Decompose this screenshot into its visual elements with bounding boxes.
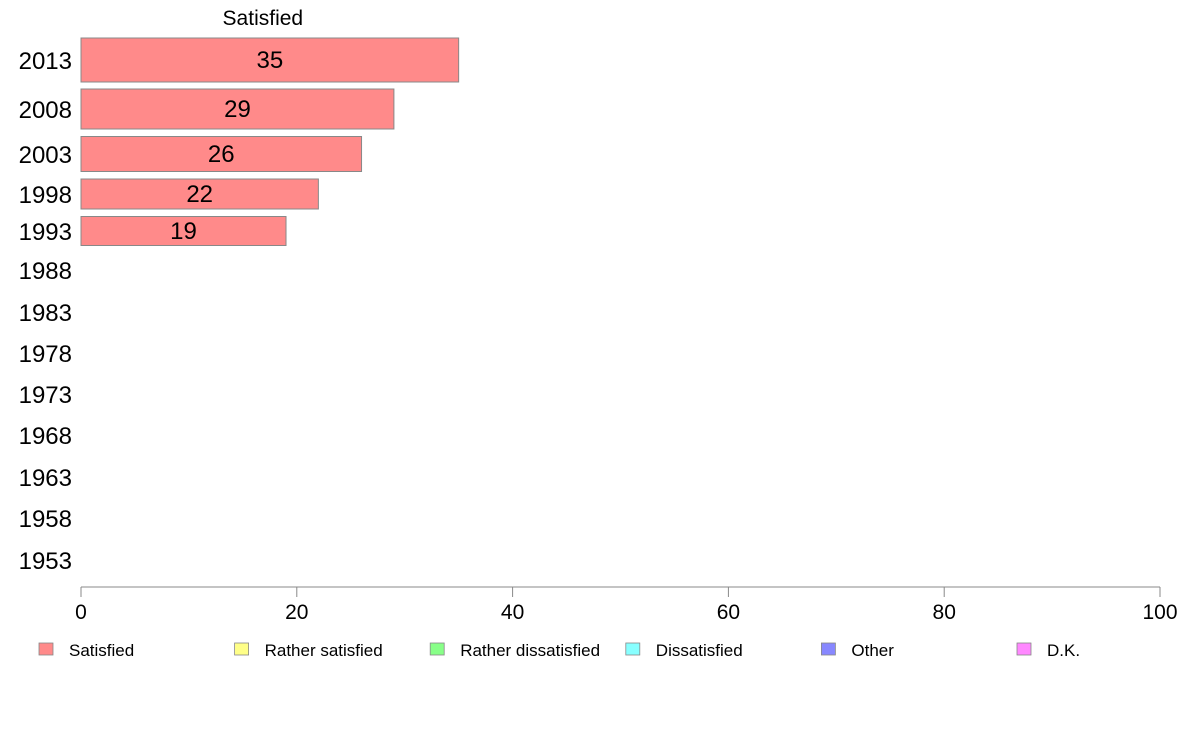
category-label: 1993 [19,219,72,246]
legend-label: Satisfied [69,641,134,660]
x-tick-label: 40 [501,601,524,624]
legend-label: Other [851,641,894,660]
legend-swatch [821,642,836,656]
x-tick-label: 100 [1142,601,1177,624]
bar [80,37,460,83]
category-label: 1963 [19,465,72,492]
data-label: 29 [224,96,251,123]
x-axis: 0 20 40 60 80 100 [75,586,1178,624]
data-label: 26 [208,141,235,168]
legend-swatch [429,642,445,656]
legend-swatch [625,642,641,656]
category-labels: 2013 2008 2003 1998 1993 1988 1983 1978 1973 1968… [19,48,72,575]
category-label: 1978 [19,341,72,368]
category-label: 2008 [19,97,72,124]
category-label: 1973 [19,382,72,409]
category-label: 1958 [19,506,72,533]
data-label: 35 [256,47,283,74]
category-label: 2003 [19,142,72,169]
legend-label: Dissatisfied [656,641,743,660]
column-header-label: Satisfied [223,7,304,30]
category-label: 1968 [19,423,72,450]
category-label: 1998 [19,182,72,209]
data-label: 22 [186,181,213,208]
x-tick-label: 20 [285,601,308,624]
legend-swatch [1016,642,1032,656]
bar [80,178,319,210]
legend-swatch [38,642,54,656]
data-label: 19 [170,218,197,245]
x-tick-label: 0 [75,601,87,624]
bar [80,88,395,130]
column-headers: Satisfied [223,7,304,30]
legend-label: Rather dissatisfied [460,641,600,660]
category-label: 2013 [19,48,72,75]
bar [80,216,287,246]
category-label: 1983 [19,300,72,327]
legend: Satisfied Rather satisfied Rather dissatis… [38,641,1080,660]
category-label: 1953 [19,548,72,575]
bars [80,37,460,246]
legend-swatch [234,642,250,656]
legend-label: D.K. [1047,641,1080,660]
bar [80,136,363,172]
x-tick-label: 60 [717,601,740,624]
legend-label: Rather satisfied [265,641,383,660]
category-label: 1988 [19,258,72,285]
x-tick-label: 80 [933,601,956,624]
